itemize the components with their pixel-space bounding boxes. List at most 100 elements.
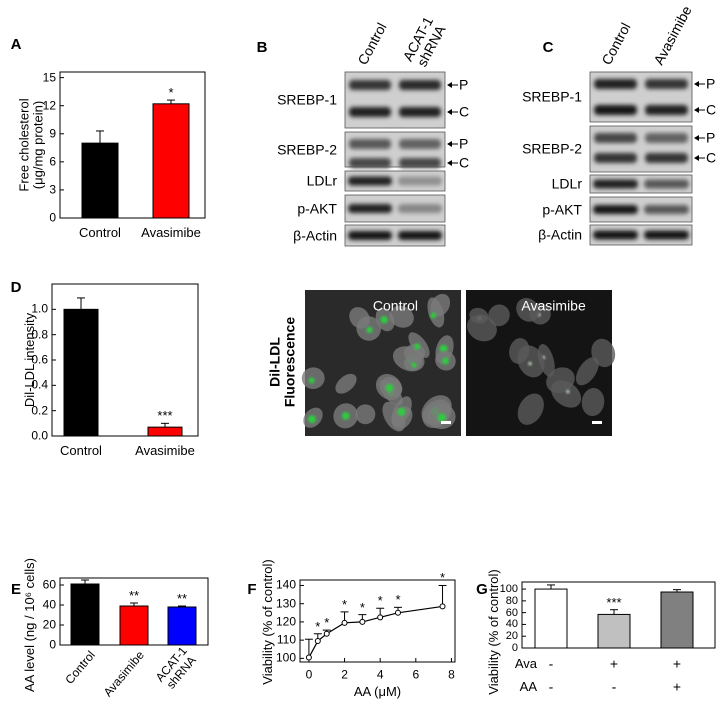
significance-mark: * [377, 593, 383, 609]
significance-mark: * [359, 599, 365, 615]
blot-row-label: SREBP-2 [277, 140, 337, 157]
blot-strip [589, 224, 693, 246]
ldl-spot [308, 377, 315, 384]
condition-sign: + [672, 655, 682, 672]
bar [147, 426, 183, 437]
cell [389, 305, 414, 328]
blot-row-label: LDLr [306, 172, 337, 189]
ldl-spot [528, 362, 532, 366]
significance-mark: ** [128, 587, 140, 603]
cell [517, 345, 545, 378]
blot-band [349, 80, 391, 90]
x-tick-label: 6 [412, 667, 420, 682]
bar [70, 583, 100, 646]
data-point [314, 638, 321, 645]
data-point [377, 614, 384, 621]
blot-band [349, 139, 391, 149]
bar [63, 308, 99, 437]
y-tick-label: 12 [42, 98, 56, 113]
blot-row-label: SREBP-2 [522, 140, 582, 157]
form-arrowhead [447, 109, 452, 115]
cell [551, 380, 582, 408]
y-tick-label: 20 [505, 630, 518, 643]
blot-band [645, 79, 688, 89]
blot-band [349, 158, 391, 168]
significance-mark: *** [606, 594, 622, 610]
form-label: P [459, 135, 469, 152]
significance-mark: * [324, 614, 330, 630]
blot-band [593, 230, 638, 240]
blot-band [348, 176, 392, 186]
data-point [394, 609, 401, 616]
form-arrowhead [447, 82, 452, 88]
blot-band [644, 205, 689, 214]
bar [534, 588, 568, 649]
cell [488, 304, 510, 327]
form-arrowhead [694, 135, 699, 141]
panel-label: D [10, 278, 22, 296]
cell [516, 297, 540, 322]
ldl-spot [414, 343, 421, 350]
y-tick-label: 120 [275, 614, 296, 629]
form-label: P [706, 75, 716, 92]
y-tick-label: 40 [42, 597, 56, 612]
significance-mark: * [342, 596, 348, 612]
blot-band [593, 205, 638, 214]
x-tick-label: 8 [448, 667, 455, 682]
blot-band [399, 80, 441, 90]
blot-band [594, 153, 637, 163]
blot-band [399, 107, 441, 117]
significance-mark: * [395, 592, 401, 608]
scale-bar [441, 421, 451, 424]
form-arrowhead [694, 107, 699, 113]
y-tick-label: 0 [49, 637, 56, 652]
blot-row-label: SREBP-1 [277, 91, 337, 108]
panel-label: G [476, 580, 488, 598]
bar [81, 142, 119, 219]
blot-row-label: SREBP-1 [522, 88, 582, 105]
blot-band [593, 179, 638, 189]
y-tick-label: 110 [276, 632, 296, 647]
y-tick-label: 0.2 [31, 403, 48, 418]
plot-frame [59, 71, 206, 219]
data-point [439, 603, 446, 610]
blot-band [645, 133, 688, 143]
x-tick-label: Avasimibe [135, 442, 195, 458]
micrograph-label: Avasimibe [521, 297, 586, 314]
x-tick-label: Control [79, 224, 121, 240]
y-tick-label: 0.6 [31, 352, 48, 367]
form-arrowhead [694, 155, 699, 161]
ldl-spot [307, 415, 316, 424]
blot-band [644, 179, 689, 189]
condition-sign: - [611, 678, 617, 695]
panel-label: B [256, 38, 268, 56]
blot-band [398, 231, 442, 240]
ldl-spot [380, 315, 388, 324]
y-axis-label: Free cholesterol (μg/mg protein) [16, 98, 46, 192]
y-tick-label: 15 [42, 70, 56, 85]
panel-label: F [247, 580, 257, 598]
blot-band [644, 230, 689, 240]
significance-mark: * [439, 570, 446, 586]
data-point [341, 619, 348, 626]
y-tick-label: 60 [505, 606, 518, 619]
bar [167, 606, 197, 646]
x-tick-label: 2 [341, 667, 348, 682]
y-tick-label: 40 [505, 618, 518, 631]
ldl-spot [366, 326, 373, 334]
y-tick-label: 140 [275, 577, 296, 592]
condition-sign: + [672, 678, 682, 695]
cell [517, 393, 544, 425]
x-axis-label: AA (μM) [353, 683, 402, 699]
ldl-spot [566, 390, 570, 394]
form-label: C [459, 154, 470, 171]
x-tick-label: Avasimibe [141, 224, 201, 240]
cell [575, 357, 599, 386]
y-tick-label: 100 [275, 650, 296, 665]
condition-sign: - [548, 655, 554, 672]
ldl-spot [437, 413, 447, 422]
y-tick-label: 0.8 [31, 327, 48, 342]
blot-band [348, 231, 392, 240]
y-tick-label: 60 [42, 577, 56, 592]
